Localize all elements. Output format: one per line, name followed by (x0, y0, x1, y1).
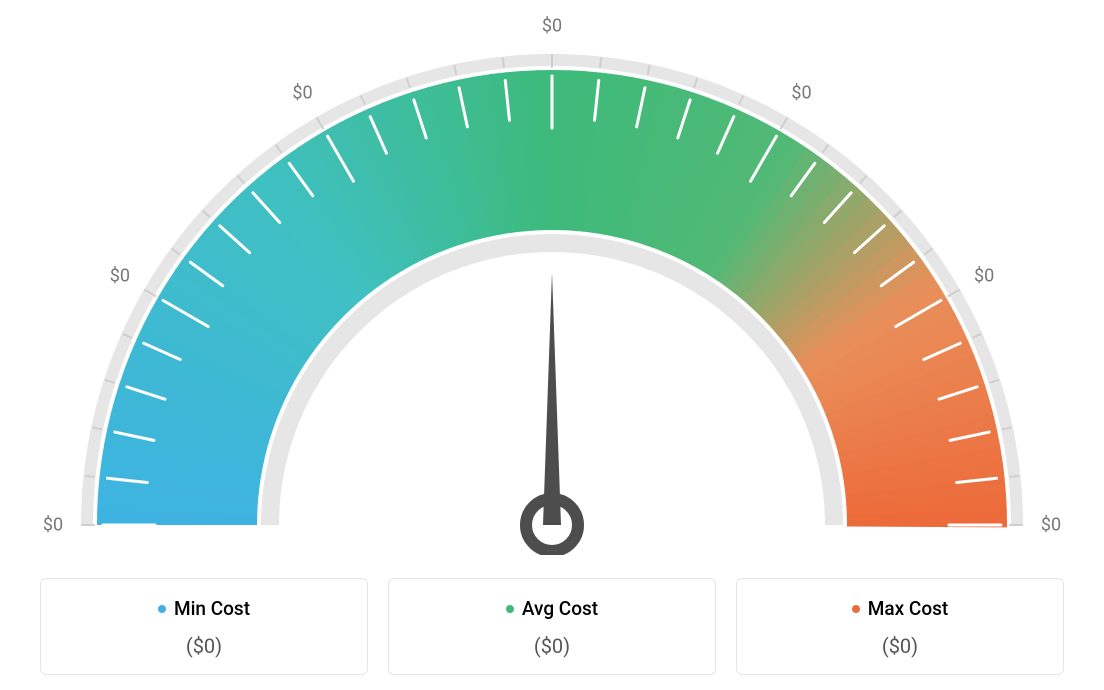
gauge-chart: $0 $0 $0 $0 $0 $0 $0 (0, 0, 1104, 555)
gauge-tick-label: $0 (292, 82, 312, 103)
gauge-tick-label: $0 (791, 82, 811, 103)
legend-dot-icon (852, 605, 860, 613)
legend-card-min: Min Cost ($0) (40, 578, 368, 675)
gauge-svg (0, 0, 1104, 555)
gauge-tick-label: $0 (974, 265, 994, 286)
legend-label-min: Min Cost (174, 597, 250, 620)
legend-title-max: Max Cost (852, 597, 948, 620)
legend-label-max: Max Cost (868, 597, 948, 620)
legend-card-max: Max Cost ($0) (736, 578, 1064, 675)
legend-card-avg: Avg Cost ($0) (388, 578, 716, 675)
legend-title-min: Min Cost (158, 597, 250, 620)
gauge-tick-label: $0 (43, 515, 63, 536)
gauge-tick-label: $0 (542, 16, 562, 37)
legend-value-min: ($0) (51, 634, 357, 658)
legend-row: Min Cost ($0) Avg Cost ($0) Max Cost ($0… (40, 578, 1064, 675)
gauge-tick-label: $0 (1041, 515, 1061, 536)
legend-dot-icon (506, 605, 514, 613)
gauge-tick-label: $0 (110, 265, 130, 286)
legend-dot-icon (158, 605, 166, 613)
legend-value-max: ($0) (747, 634, 1053, 658)
legend-label-avg: Avg Cost (522, 597, 598, 620)
legend-title-avg: Avg Cost (506, 597, 598, 620)
legend-value-avg: ($0) (399, 634, 705, 658)
